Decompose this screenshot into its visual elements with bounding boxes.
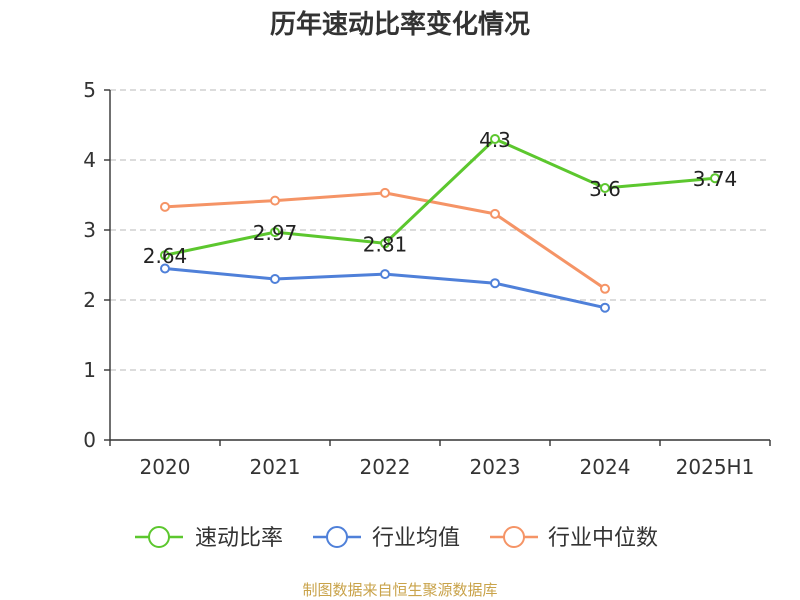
x-tick-label: 2022 <box>360 455 411 479</box>
data-point <box>160 263 170 274</box>
data-label: 4.3 <box>479 128 511 152</box>
data-point <box>380 187 390 198</box>
data-point <box>490 208 500 219</box>
legend-marker <box>148 526 170 548</box>
legend-label: 行业中位数 <box>548 526 658 551</box>
data-point <box>380 238 390 249</box>
y-tick-label: 5 <box>83 78 96 102</box>
data-point <box>160 201 170 212</box>
data-point <box>600 283 610 294</box>
data-point <box>490 134 500 144</box>
x-tick-label: 2023 <box>470 455 521 479</box>
series-line <box>164 137 716 257</box>
legend: 速动比率 行业均值 行业中位数 <box>135 526 658 551</box>
data-point <box>270 274 280 284</box>
y-tick-label: 1 <box>83 358 96 382</box>
data-label: 3.74 <box>693 167 738 191</box>
x-tick-label: 2024 <box>580 455 631 479</box>
data-label: 2.97 <box>253 221 298 245</box>
source-note: 制图数据来自恒生聚源数据库 <box>302 581 497 599</box>
data-point <box>600 302 610 313</box>
chart-title: 历年速动比率变化情况 <box>270 9 530 40</box>
data-point <box>710 173 720 184</box>
data-point <box>490 278 500 289</box>
legend-marker <box>326 526 348 548</box>
y-tick-label: 4 <box>83 148 96 172</box>
y-tick-label: 3 <box>83 218 96 242</box>
data-point <box>600 183 610 193</box>
y-tick-label: 0 <box>83 428 96 452</box>
data-point <box>160 250 170 261</box>
x-tick-label: 2025H1 <box>676 455 755 479</box>
data-point <box>380 269 390 280</box>
data-label: 2.81 <box>363 232 408 256</box>
axes: 0 1 2 3 4 5 2020 2021 2022 2023 2024 2025H1 <box>83 78 771 479</box>
gridlines <box>110 89 770 371</box>
data-point <box>270 195 280 206</box>
legend-marker <box>503 526 525 548</box>
y-tick-label: 2 <box>83 288 96 312</box>
data-point <box>270 227 280 238</box>
legend-label: 速动比率 <box>195 526 283 551</box>
x-tick-label: 2021 <box>250 455 301 479</box>
x-tick-label: 2020 <box>140 455 191 479</box>
series-layer: 2.64 2.97 2.81 4.3 3.6 3.74 <box>143 128 738 313</box>
data-label: 2.64 <box>143 244 188 268</box>
legend-label: 行业均值 <box>372 526 460 551</box>
data-label: 3.6 <box>589 177 621 201</box>
